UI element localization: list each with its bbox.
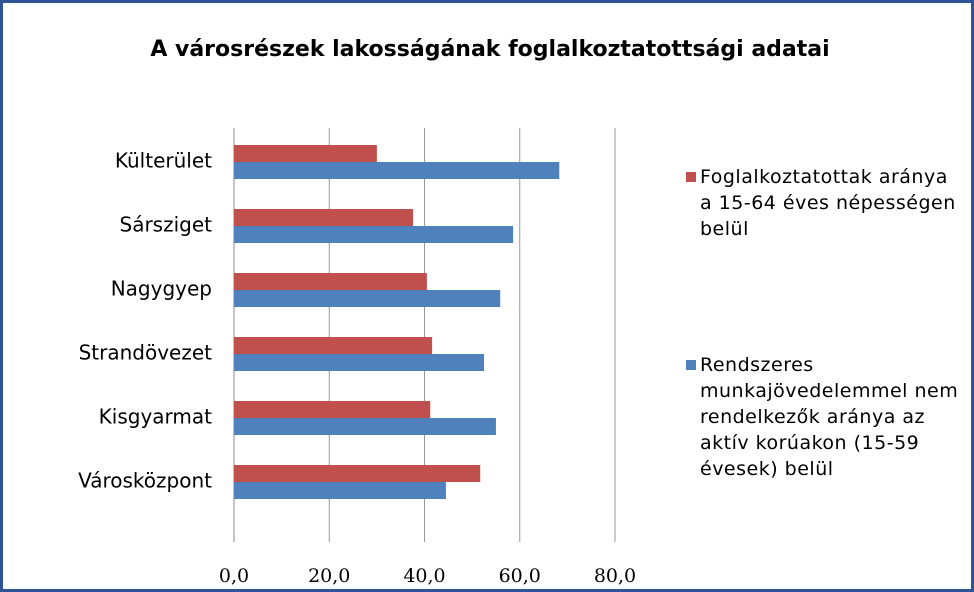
legend-entry: Rendszeres munkajövedelemmel nem rendelk…	[686, 352, 962, 482]
bar	[234, 465, 481, 482]
bar	[234, 337, 433, 354]
bar	[234, 162, 560, 179]
bar	[234, 401, 431, 418]
legend-label: Rendszeres munkajövedelemmel nem rendelk…	[700, 354, 959, 480]
legend-swatch	[686, 360, 696, 370]
x-tick-label: 80,0	[594, 565, 636, 587]
y-tick-label: Külterület	[115, 149, 212, 173]
bar	[234, 226, 514, 243]
y-tick-label: Sársziget	[120, 213, 213, 237]
bar	[234, 290, 501, 307]
bar	[234, 482, 446, 499]
bar	[234, 273, 427, 290]
y-tick-label: Strandövezet	[79, 341, 213, 365]
x-tick-label: 40,0	[403, 565, 445, 587]
y-tick-label: Városközpont	[78, 469, 212, 493]
bar	[234, 145, 377, 162]
x-tick-label: 0,0	[219, 565, 249, 587]
x-tick-label: 60,0	[499, 565, 541, 587]
bar	[234, 354, 485, 371]
bar	[234, 418, 496, 435]
legend-swatch	[686, 172, 696, 182]
y-tick-label: Kisgyarmat	[99, 405, 212, 429]
legend-entry: Foglalkoztatottak aránya a 15-64 éves né…	[686, 164, 962, 242]
bar	[234, 209, 414, 226]
legend-label: Foglalkoztatottak aránya a 15-64 éves né…	[700, 166, 956, 240]
chart-title: A városrészek lakosságának foglalkoztato…	[150, 37, 830, 62]
y-tick-label: Nagygyep	[111, 277, 212, 301]
x-tick-label: 20,0	[308, 565, 350, 587]
